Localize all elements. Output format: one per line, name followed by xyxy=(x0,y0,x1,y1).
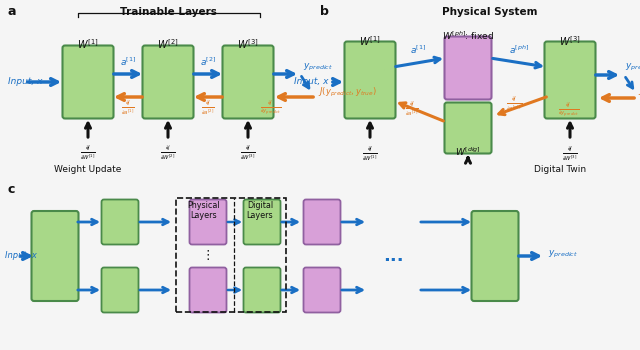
Text: a: a xyxy=(8,5,17,18)
Text: Input, x: Input, x xyxy=(5,252,37,260)
Text: $W^{[2]}$: $W^{[2]}$ xyxy=(157,37,179,51)
Text: $y_{predict}$: $y_{predict}$ xyxy=(548,248,578,260)
FancyBboxPatch shape xyxy=(344,42,396,119)
Text: $\frac{\partial j}{\partial W^{[2]}}$: $\frac{\partial j}{\partial W^{[2]}}$ xyxy=(160,144,176,162)
FancyBboxPatch shape xyxy=(63,46,113,119)
Text: $\frac{\partial J}{\partial W^{[1]}}$: $\frac{\partial J}{\partial W^{[1]}}$ xyxy=(80,144,96,162)
Text: Trainable Layers: Trainable Layers xyxy=(120,7,216,17)
FancyBboxPatch shape xyxy=(102,267,138,313)
Text: $a^{[1]}$: $a^{[1]}$ xyxy=(120,56,136,68)
FancyBboxPatch shape xyxy=(303,267,340,313)
FancyBboxPatch shape xyxy=(545,42,595,119)
Text: $W^{[3]}$: $W^{[3]}$ xyxy=(237,37,259,51)
Text: Weight Update: Weight Update xyxy=(54,165,122,174)
Text: $\frac{\partial J}{\partial y_{predict}}$: $\frac{\partial J}{\partial y_{predict}}… xyxy=(558,101,580,119)
Text: $y_{predict}$: $y_{predict}$ xyxy=(625,62,640,72)
Text: $J(y_{predict},y_{true})$: $J(y_{predict},y_{true})$ xyxy=(638,84,640,98)
Text: $\frac{\partial J}{\partial a^{[2]}}$: $\frac{\partial J}{\partial a^{[2]}}$ xyxy=(201,99,215,117)
Text: $\frac{\partial J}{\partial y_{predict}}$: $\frac{\partial J}{\partial y_{predict}}… xyxy=(260,99,282,117)
Text: $a^{[ph]}$: $a^{[ph]}$ xyxy=(509,44,529,56)
FancyBboxPatch shape xyxy=(31,211,79,301)
Text: $y_{predict}$: $y_{predict}$ xyxy=(303,62,333,72)
Text: Physical System: Physical System xyxy=(442,7,538,17)
Text: ⋮: ⋮ xyxy=(202,250,214,262)
Text: $J(y_{predict},y_{true})$: $J(y_{predict},y_{true})$ xyxy=(318,85,377,99)
Text: c: c xyxy=(8,183,15,196)
Text: $\frac{\partial J}{\partial W^{[3]}}$: $\frac{\partial J}{\partial W^{[3]}}$ xyxy=(562,145,578,163)
FancyBboxPatch shape xyxy=(445,36,492,99)
Text: $\frac{\partial J}{\partial a^{[1]}}$: $\frac{\partial J}{\partial a^{[1]}}$ xyxy=(121,99,135,117)
FancyBboxPatch shape xyxy=(102,199,138,245)
Text: Input, x: Input, x xyxy=(294,77,328,86)
Text: $W^{[dig]}$: $W^{[dig]}$ xyxy=(455,146,481,158)
Text: $a^{[1]}$: $a^{[1]}$ xyxy=(410,44,426,56)
Text: Digital Twin: Digital Twin xyxy=(534,165,586,174)
Text: $\frac{\partial J}{\partial a^{[1]}}$: $\frac{\partial J}{\partial a^{[1]}}$ xyxy=(405,100,419,118)
Text: $\frac{\partial J}{\partial W^{[3]}}$: $\frac{\partial J}{\partial W^{[3]}}$ xyxy=(240,144,256,162)
Text: Input, x: Input, x xyxy=(8,77,42,86)
Text: ...: ... xyxy=(383,247,403,265)
Text: $\frac{\partial J}{\partial W^{[1]}}$: $\frac{\partial J}{\partial W^{[1]}}$ xyxy=(362,145,378,163)
FancyBboxPatch shape xyxy=(143,46,193,119)
FancyBboxPatch shape xyxy=(189,267,227,313)
FancyBboxPatch shape xyxy=(243,267,280,313)
Text: $W^{[1]}$: $W^{[1]}$ xyxy=(77,37,99,51)
FancyBboxPatch shape xyxy=(243,199,280,245)
Bar xyxy=(176,198,286,312)
Text: $a^{[2]}$: $a^{[2]}$ xyxy=(200,56,216,68)
Text: $W^{[3]}$: $W^{[3]}$ xyxy=(559,34,580,48)
FancyBboxPatch shape xyxy=(445,103,492,154)
FancyBboxPatch shape xyxy=(189,199,227,245)
Text: $W^{[ph]}$: fixed: $W^{[ph]}$: fixed xyxy=(442,30,494,42)
Text: $\frac{\partial J}{\partial a^{[ph]}}$: $\frac{\partial J}{\partial a^{[ph]}}$ xyxy=(506,95,522,113)
Text: $W^{[1]}$: $W^{[1]}$ xyxy=(359,34,381,48)
FancyBboxPatch shape xyxy=(303,199,340,245)
Text: b: b xyxy=(320,5,329,18)
Text: Physical
Layers: Physical Layers xyxy=(188,201,220,220)
FancyBboxPatch shape xyxy=(223,46,273,119)
FancyBboxPatch shape xyxy=(472,211,518,301)
Text: Digital
Layers: Digital Layers xyxy=(246,201,273,220)
